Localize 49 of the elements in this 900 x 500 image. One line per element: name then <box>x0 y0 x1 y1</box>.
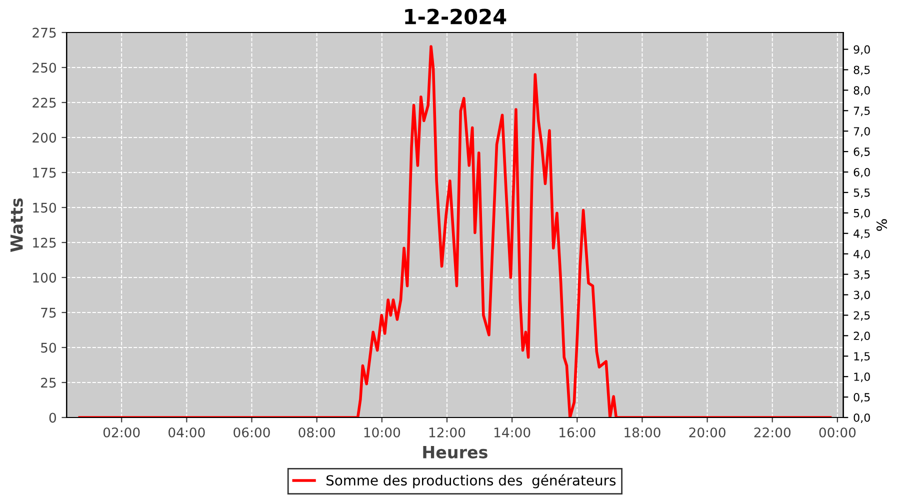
y2-tick-label: 3,5 <box>854 270 870 280</box>
chart-title: 1-2-2024 <box>405 8 506 24</box>
y2-tick-label: 7,5 <box>854 106 870 116</box>
legend-label: Somme des productions des générateurs <box>326 474 616 488</box>
y-tick-label: 150 <box>33 202 56 213</box>
x-tick-label: 18:00 <box>624 427 660 438</box>
y2-tick-label: 1,0 <box>854 372 870 382</box>
y-tick-label: 25 <box>41 378 56 388</box>
y2-tick-label: 8,0 <box>854 86 870 96</box>
x-axis-title: Heures <box>423 446 488 458</box>
x-tick-label: 14:00 <box>494 427 530 438</box>
y-tick-label: 225 <box>32 98 56 108</box>
x-tick-label: 10:00 <box>364 427 400 438</box>
y-tick-label: 50 <box>41 342 56 353</box>
y-axis-title: Watts <box>10 198 23 252</box>
y2-axis-title: % <box>876 219 887 231</box>
y2-tick-label: 8,5 <box>854 66 870 76</box>
y2-tick-label: 1,5 <box>854 352 870 362</box>
y-tick-label: 100 <box>33 272 56 283</box>
y2-tick-label: 3,0 <box>854 290 870 300</box>
line-series <box>78 45 832 418</box>
x-tick-label: 00:00 <box>819 427 856 438</box>
x-tick-label: 16:00 <box>560 427 596 438</box>
y2-tick-label: 0,5 <box>854 393 870 403</box>
y-tick-label: 200 <box>32 132 56 143</box>
y-tick-label: 0 <box>49 412 56 423</box>
y-tick-label: 125 <box>33 238 56 248</box>
y2-tick-label: 5,5 <box>854 188 870 198</box>
y-tick-label: 275 <box>32 28 56 38</box>
y2-tick-label: 4,5 <box>854 230 870 239</box>
y2-tick-label: 0,0 <box>854 413 870 424</box>
y2-tick-label: 2,0 <box>854 332 870 342</box>
y2-tick-label: 2,5 <box>854 311 870 321</box>
y2-tick-label: 4,0 <box>854 250 870 260</box>
x-tick-label: 06:00 <box>234 427 270 438</box>
y2-tick-label: 9,0 <box>854 45 870 55</box>
y2-tick-label: 6,0 <box>854 168 870 178</box>
y-tick-label: 75 <box>41 308 56 318</box>
y-tick-label: 175 <box>33 168 56 178</box>
y-tick-label: 250 <box>32 62 56 73</box>
x-tick-label: 02:00 <box>103 427 140 438</box>
y2-tick-label: 7,0 <box>854 127 870 137</box>
x-tick-label: 04:00 <box>168 427 205 438</box>
x-tick-label: 20:00 <box>689 427 726 438</box>
x-tick-label: 12:00 <box>429 427 466 438</box>
x-tick-label: 08:00 <box>298 427 335 438</box>
y2-tick-label: 5,0 <box>854 208 870 218</box>
y2-tick-label: 6,5 <box>854 148 870 158</box>
x-tick-label: 22:00 <box>754 427 790 438</box>
